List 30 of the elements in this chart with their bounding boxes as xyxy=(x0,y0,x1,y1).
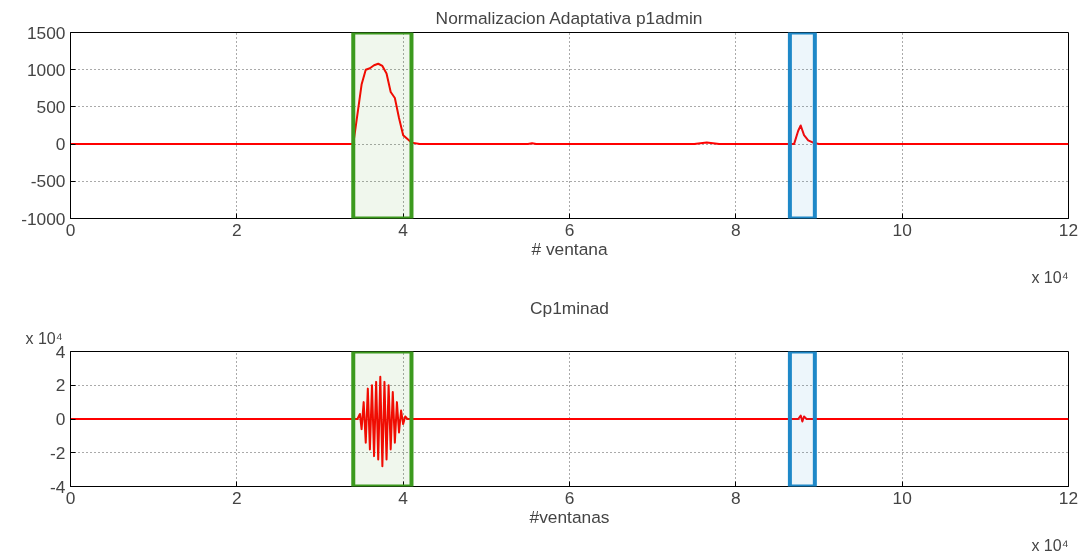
line-series xyxy=(70,375,1069,468)
x-tick-label: 10 xyxy=(892,487,912,508)
y-tick-label: 0 xyxy=(55,134,66,155)
x-tick-label: 8 xyxy=(731,219,741,240)
y-tick-label: -2 xyxy=(50,442,66,463)
x-axis-title: #ventanas xyxy=(529,506,610,527)
x-tick-label: 4 xyxy=(398,487,409,508)
x-axis-title: # ventana xyxy=(531,238,608,259)
y-tick-label: 1500 xyxy=(26,22,66,43)
y-tick-label: -1000 xyxy=(21,208,66,229)
y-tick-label: 2 xyxy=(55,375,66,396)
x-tick-label: 2 xyxy=(232,219,242,240)
x-tick-label: 12 xyxy=(1058,219,1079,240)
x-tick-label: 8 xyxy=(731,487,741,508)
line-series xyxy=(70,62,1069,146)
chart-title: Cp1minad xyxy=(530,297,609,318)
y-tick-label: 1000 xyxy=(26,59,66,80)
x-tick-label: 6 xyxy=(564,487,575,508)
text: x 10⁴ xyxy=(1031,536,1069,554)
text: x 10⁴ xyxy=(1031,268,1069,286)
y-tick-label: 0 xyxy=(55,409,66,429)
y-tick-label: -4 xyxy=(50,476,66,497)
x-tick-label: 2 xyxy=(232,487,242,508)
x-tick-label: 6 xyxy=(564,219,575,240)
x-tick-label: 4 xyxy=(398,219,409,240)
chart-title: Normalizacion Adaptativa p1admin xyxy=(435,7,703,28)
y-tick-label: -500 xyxy=(30,171,66,192)
x-tick-label: 10 xyxy=(892,219,912,240)
y-tick-label: 500 xyxy=(36,96,66,117)
x-tick-label: 12 xyxy=(1058,487,1079,508)
